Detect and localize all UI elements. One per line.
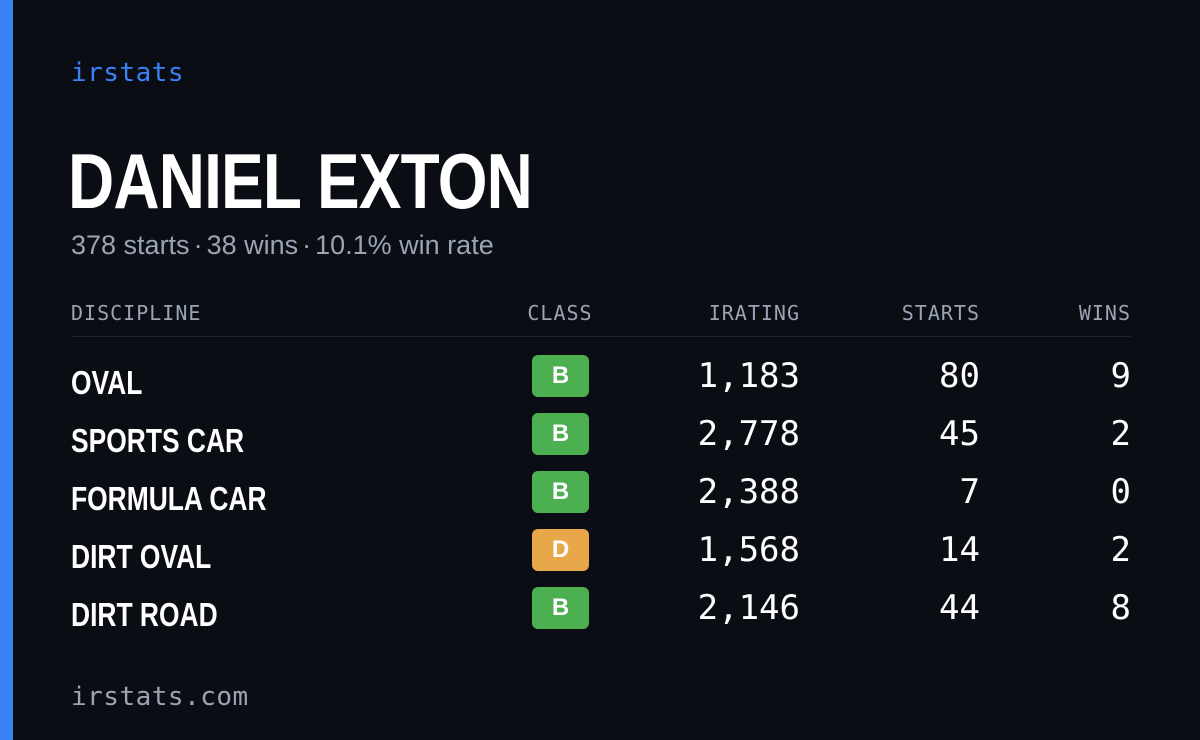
driver-name: DANIEL EXTON [68, 137, 533, 225]
discipline-table: DISCIPLINE CLASS IRATING STARTS WINS OVA… [71, 296, 1131, 643]
row-wins: 9 [1110, 356, 1131, 396]
driver-summary: 378 starts · 38 wins · 10.1% win rate [71, 228, 494, 262]
header-discipline: DISCIPLINE [71, 301, 202, 325]
table-row: OVAL B 1,183 80 9 [71, 353, 1131, 411]
row-starts: 14 [939, 530, 980, 570]
header-class: CLASS [527, 301, 593, 325]
row-starts: 44 [939, 588, 980, 628]
row-wins: 2 [1110, 530, 1131, 570]
row-wins: 2 [1110, 414, 1131, 454]
summary-starts: 378 starts [71, 230, 190, 260]
row-starts: 7 [959, 472, 980, 512]
table-row: FORMULA CAR B 2,388 7 0 [71, 469, 1131, 527]
table-row: DIRT ROAD B 2,146 44 8 [71, 585, 1131, 643]
summary-separator: · [193, 230, 203, 260]
class-badge: B [532, 413, 589, 455]
row-discipline: OVAL [71, 364, 143, 401]
header-wins: WINS [1078, 301, 1131, 325]
row-discipline: FORMULA CAR [71, 480, 267, 517]
table-body: OVAL B 1,183 80 9 SPORTS CAR B 2,778 45 … [71, 353, 1131, 643]
table-header: DISCIPLINE CLASS IRATING STARTS WINS [71, 296, 1131, 337]
row-wins: 8 [1110, 588, 1131, 628]
row-irating: 2,778 [697, 414, 800, 454]
class-badge: B [532, 471, 589, 513]
table-row: SPORTS CAR B 2,778 45 2 [71, 411, 1131, 469]
row-irating: 2,146 [697, 588, 800, 628]
summary-separator: · [302, 230, 312, 260]
row-wins: 0 [1110, 472, 1131, 512]
table-row: DIRT OVAL D 1,568 14 2 [71, 527, 1131, 585]
accent-bar [0, 0, 13, 740]
class-badge: B [532, 355, 589, 397]
summary-wins: 38 wins [206, 230, 299, 260]
row-irating: 1,183 [697, 356, 800, 396]
header-irating: IRATING [708, 301, 800, 325]
row-discipline: DIRT ROAD [71, 596, 218, 633]
row-irating: 1,568 [697, 530, 800, 570]
summary-win-rate: 10.1% win rate [315, 230, 494, 260]
row-starts: 80 [939, 356, 980, 396]
row-irating: 2,388 [697, 472, 800, 512]
brand-logo: irstats [71, 58, 185, 88]
footer-url: irstats.com [71, 682, 249, 712]
row-discipline: DIRT OVAL [71, 538, 212, 575]
class-badge: B [532, 587, 589, 629]
row-discipline: SPORTS CAR [71, 422, 245, 459]
class-badge: D [532, 529, 589, 571]
row-starts: 45 [939, 414, 980, 454]
header-starts: STARTS [901, 301, 980, 325]
